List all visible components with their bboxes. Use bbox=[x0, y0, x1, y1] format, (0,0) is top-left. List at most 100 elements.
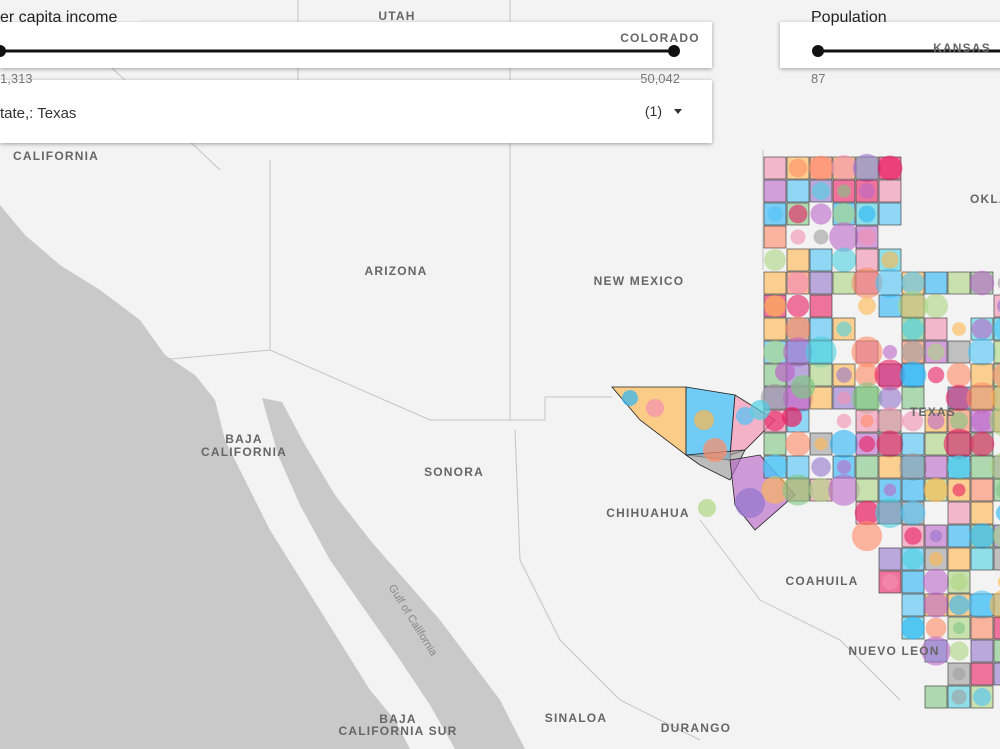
county-bubble bbox=[852, 153, 882, 183]
place-label: BAJA bbox=[379, 712, 416, 726]
place-label: CALIFORNIA bbox=[201, 445, 287, 459]
county-bubble bbox=[997, 277, 1000, 289]
county-bubble bbox=[997, 299, 1000, 313]
county bbox=[947, 547, 971, 571]
county bbox=[878, 202, 902, 226]
county-bubble bbox=[831, 155, 857, 181]
population-min-knob[interactable] bbox=[812, 45, 824, 57]
county-bubble bbox=[783, 337, 813, 367]
county-bubble bbox=[989, 406, 1000, 436]
income-max-knob[interactable] bbox=[668, 45, 680, 57]
county-bubble bbox=[860, 414, 874, 428]
county bbox=[763, 317, 787, 341]
county-bubble bbox=[858, 435, 876, 453]
place-label: OKLA bbox=[970, 192, 1000, 206]
county-bubble bbox=[782, 407, 802, 427]
county-bubble bbox=[785, 431, 811, 457]
county-bubble bbox=[883, 483, 897, 497]
county-bubble bbox=[646, 399, 664, 417]
income-min-knob[interactable] bbox=[0, 45, 6, 57]
county-bubble bbox=[995, 505, 1000, 521]
county-bubble bbox=[990, 384, 1000, 412]
county bbox=[970, 547, 994, 571]
county-bubble bbox=[791, 375, 815, 399]
county-bubble bbox=[928, 551, 944, 567]
county-bubble bbox=[902, 318, 924, 340]
income-title: er capita income bbox=[0, 9, 117, 26]
county-bubble bbox=[775, 362, 795, 382]
county-bubble bbox=[945, 384, 973, 412]
county-bubble bbox=[992, 363, 1000, 387]
county bbox=[855, 455, 879, 479]
county bbox=[970, 478, 994, 502]
county-bubble bbox=[810, 203, 832, 225]
county-bubble bbox=[811, 457, 831, 477]
county bbox=[809, 294, 833, 318]
place-label: CHIHUAHUA bbox=[606, 506, 689, 520]
county-bubble bbox=[837, 184, 851, 198]
county-bubble bbox=[971, 318, 993, 340]
county bbox=[878, 547, 902, 571]
county-bubble bbox=[836, 321, 852, 337]
county-bubble bbox=[767, 206, 783, 222]
county-bubble bbox=[836, 367, 852, 383]
county-bubble bbox=[788, 204, 808, 224]
county-bubble bbox=[837, 391, 851, 405]
county bbox=[855, 478, 879, 502]
dropdown-arrow[interactable] bbox=[674, 109, 682, 114]
county-bubble bbox=[831, 247, 857, 273]
county-bubble bbox=[950, 573, 968, 591]
place-label: KANSAS bbox=[933, 41, 991, 55]
county bbox=[947, 271, 971, 295]
county-bubble bbox=[899, 361, 927, 389]
population-title: Population bbox=[811, 9, 887, 26]
county bbox=[878, 179, 902, 203]
place-label: NEW MEXICO bbox=[594, 274, 685, 288]
county-bubble bbox=[858, 228, 876, 246]
county-bubble bbox=[901, 340, 925, 364]
county-bubble bbox=[882, 344, 898, 360]
county-bubble bbox=[837, 460, 851, 474]
place-label: COLORADO bbox=[620, 31, 700, 45]
county-bubble bbox=[971, 410, 993, 432]
county bbox=[786, 248, 810, 272]
county-bubble bbox=[921, 636, 951, 666]
place-label: TEXAS bbox=[910, 405, 956, 419]
county-bubble bbox=[967, 337, 997, 367]
county bbox=[924, 271, 948, 295]
county-bubble bbox=[829, 429, 859, 459]
county-bubble bbox=[877, 155, 903, 181]
county-bubble bbox=[947, 455, 971, 479]
county-bubble bbox=[829, 222, 859, 252]
county-bubble bbox=[875, 268, 905, 298]
county-bubble bbox=[851, 336, 883, 368]
county-bubble bbox=[858, 205, 876, 223]
county-bubble bbox=[995, 482, 1000, 498]
county bbox=[970, 662, 994, 686]
county-bubble bbox=[787, 272, 809, 294]
county-bubble bbox=[927, 412, 945, 430]
county-bubble bbox=[785, 316, 811, 342]
county-bubble bbox=[854, 500, 880, 526]
county-bubble bbox=[808, 477, 834, 503]
county-bubble bbox=[858, 297, 876, 315]
county-bubble bbox=[814, 437, 828, 451]
county bbox=[878, 294, 902, 318]
county bbox=[993, 639, 1000, 663]
county-bubble bbox=[735, 488, 765, 518]
county-bubble bbox=[904, 527, 922, 545]
county-bubble bbox=[851, 382, 883, 414]
county-bubble bbox=[927, 366, 945, 384]
county bbox=[809, 271, 833, 295]
state-filter-label: tate,: Texas bbox=[0, 105, 76, 122]
county-bubble bbox=[951, 689, 967, 705]
county bbox=[924, 455, 948, 479]
county bbox=[970, 501, 994, 525]
state-filter-panel[interactable] bbox=[0, 80, 712, 143]
county-bubble bbox=[786, 294, 810, 318]
county-bubble bbox=[952, 621, 966, 635]
county bbox=[947, 340, 971, 364]
place-label: DURANGO bbox=[661, 721, 731, 735]
county bbox=[993, 294, 1000, 318]
